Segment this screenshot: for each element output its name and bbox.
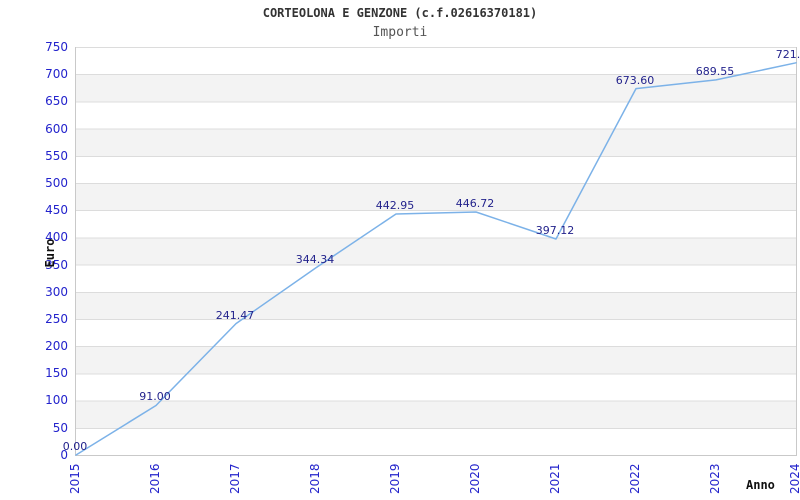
x-axis-ticks: 2015 2016 2017 2018 2019 2020 2021 2022 … xyxy=(68,458,800,494)
y-tick-label: 500 xyxy=(45,175,68,190)
y-tick-label: 200 xyxy=(45,339,68,354)
y-axis-title: Euro xyxy=(43,238,57,268)
y-tick-label: 50 xyxy=(52,420,68,435)
point-label: 397.12 xyxy=(535,223,575,237)
point-label: 446.72 xyxy=(455,196,495,210)
chart-title: CORTEOLONA E GENZONE (c.f.02616370181) xyxy=(262,6,538,20)
line-series xyxy=(75,62,797,456)
series-polyline xyxy=(75,62,797,456)
x-tick-label: 2022 xyxy=(628,463,642,494)
y-tick-label: 0 xyxy=(60,447,68,462)
point-label: 241.47 xyxy=(215,308,255,322)
chart-subtitle: Importi xyxy=(372,25,428,40)
y-tick-label: 600 xyxy=(45,121,68,136)
y-axis-ticks: 750 700 650 600 550 500 450 400 350 300 … xyxy=(0,40,70,462)
x-tick-label: 2017 xyxy=(228,463,242,494)
x-tick-label: 2018 xyxy=(308,463,322,494)
y-tick-label: 650 xyxy=(45,94,68,109)
y-tick-label: 550 xyxy=(45,148,68,163)
point-label: 91.00 xyxy=(139,390,171,404)
y-tick-label: 750 xyxy=(45,40,68,54)
x-tick-label: 2023 xyxy=(708,463,722,494)
x-tick-label: 2020 xyxy=(468,463,482,494)
y-tick-label: 400 xyxy=(45,230,68,245)
x-tick-label: 2015 xyxy=(68,463,82,494)
x-tick-label: 2019 xyxy=(388,463,402,494)
y-tick-label: 150 xyxy=(45,366,68,381)
y-tick-label: 350 xyxy=(45,257,68,272)
point-label: 721.00 xyxy=(775,47,800,61)
x-tick-label: 2016 xyxy=(148,463,162,494)
y-tick-label: 450 xyxy=(45,203,68,218)
x-axis-title: Anno xyxy=(746,478,775,492)
point-label: 673.60 xyxy=(615,73,655,87)
y-tick-label: 250 xyxy=(45,311,68,326)
point-label: 442.95 xyxy=(375,199,415,213)
y-tick-label: 100 xyxy=(45,393,68,408)
point-label: 689.55 xyxy=(695,64,735,78)
y-tick-label: 700 xyxy=(45,67,68,82)
y-tick-label: 300 xyxy=(45,284,68,299)
x-tick-label: 2024 xyxy=(788,463,800,494)
point-label: 0.00 xyxy=(62,440,88,453)
plot-area xyxy=(75,47,797,456)
point-label: 344.34 xyxy=(295,252,335,266)
x-tick-label: 2021 xyxy=(548,463,562,494)
